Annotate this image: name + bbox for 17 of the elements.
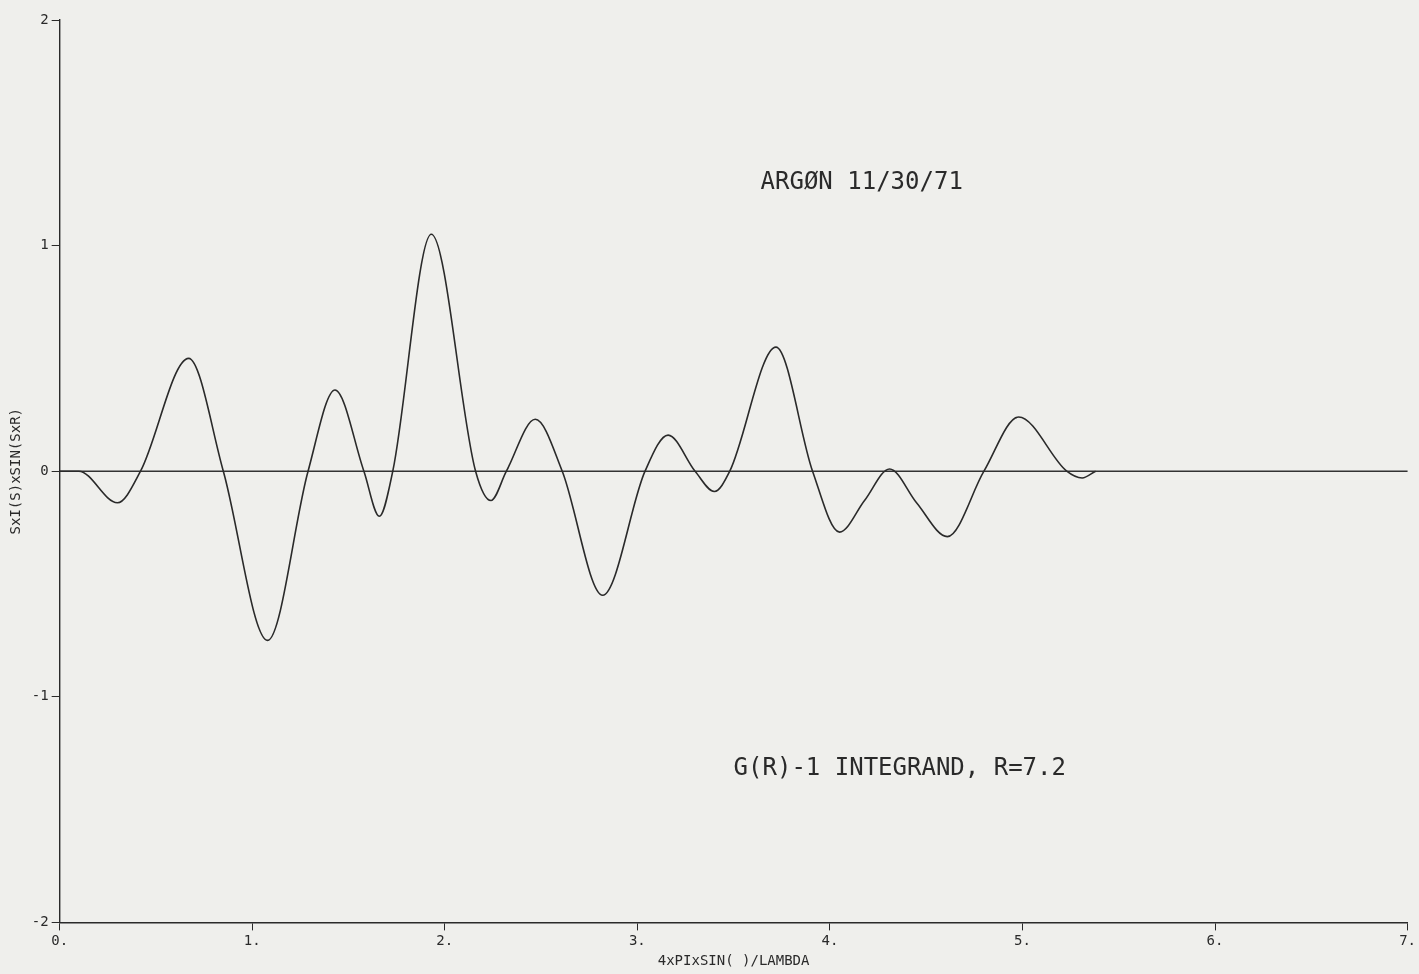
- x-tick-label: 5.: [1014, 932, 1031, 949]
- x-tick-label: 6.: [1206, 932, 1224, 949]
- x-axis-title: 4xPIxSIN( )/LAMBDA: [657, 952, 811, 969]
- y-tick-label: -1: [31, 687, 49, 704]
- x-tick-label: 2.: [436, 932, 454, 949]
- y-tick-label: -2: [31, 913, 49, 930]
- annotation: ARGØN 11/30/71: [760, 166, 963, 195]
- x-tick-label: 0.: [51, 932, 69, 949]
- y-axis-title: SxI(S)xSIN(SxR): [7, 407, 24, 535]
- x-tick-label: 1.: [243, 932, 261, 949]
- y-tick-label: 0: [40, 461, 49, 478]
- x-tick-label: 3.: [628, 932, 646, 949]
- y-tick-label: 2: [40, 10, 49, 27]
- annotation: G(R)-1 INTEGRAND, R=7.2: [733, 753, 1066, 782]
- y-tick-label: 1: [40, 236, 49, 253]
- x-tick-label: 4.: [821, 932, 839, 949]
- x-tick-label: 7.: [1399, 932, 1416, 949]
